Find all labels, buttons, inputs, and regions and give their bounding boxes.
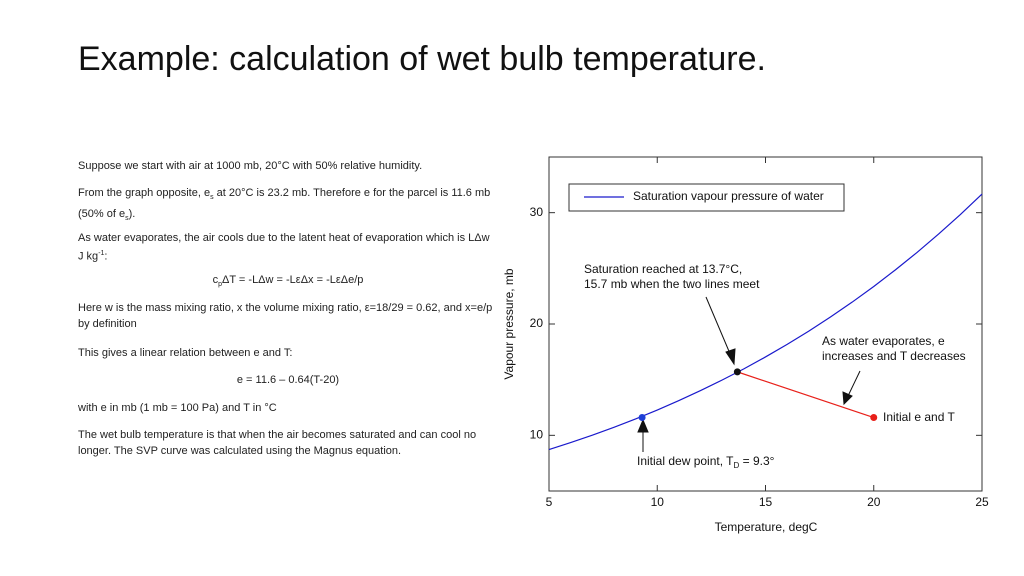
arrow [847,370,861,397]
text-run: The wet bulb temperature is that when th… [78,429,477,457]
y-axis-label: Vapour pressure, mb [502,268,516,379]
paragraph: cpΔT = -LΔw = -LεΔx = -LεΔe/p [78,272,498,293]
arrow-head [725,348,736,366]
series-line [548,193,983,451]
text-run: From the graph opposite, e [78,187,211,199]
arrows [637,296,861,452]
x-tick-label: 25 [975,495,989,509]
paragraph: The wet bulb temperature is that when th… [78,427,498,459]
y-tick-label: 30 [530,205,544,219]
y-tick-label: 20 [530,316,544,330]
x-tick-label: 5 [546,495,553,509]
arrow-head [637,418,649,433]
text-run: ΔT = -LΔw = -LεΔx = -LεΔe/p [222,274,364,286]
paragraph: Suppose we start with air at 1000 mb, 20… [78,158,498,174]
x-tick-label: 10 [651,495,665,509]
paragraph: From the graph opposite, es at 20°C is 2… [78,185,498,227]
paragraph: As water evaporates, the air cools due t… [78,230,498,265]
text-run: at 20°C is 23.2 mb. Therefore e for the … [78,187,491,221]
annotation-part: Initial dew point, T [637,454,734,468]
annotation-part: = 9.3° [739,454,774,468]
slide-title: Example: calculation of wet bulb tempera… [78,40,766,78]
text-run: ). [128,208,136,221]
text-run: c [212,274,219,286]
annotation-part: D [734,461,740,470]
point [870,414,878,422]
annotation: Initial e and T [883,410,955,424]
text-run: Suppose we start with air at 1000 mb, 20… [78,160,423,172]
x-axis-label: Temperature, degC [715,520,818,534]
annotation: increases and T decreases [822,349,966,363]
subscript: p [218,281,222,289]
text-run: As water evaporates, the air cools due t… [78,232,490,263]
text-run: e = 11.6 – 0.64(T-20) [236,374,340,386]
arrow-head [842,391,853,406]
subscript: s [125,215,129,223]
annotation: Initial dew point, TD = 9.3° [637,454,775,470]
annotation: 15.7 mb when the two lines meet [584,277,760,291]
legend-label: Saturation vapour pressure of water [633,189,824,203]
annotation: Saturation reached at 13.7°C, [584,262,742,276]
y-tick-label: 10 [530,428,544,442]
x-tick-label: 15 [759,495,773,509]
point [638,414,646,422]
x-tick-label: 20 [867,495,881,509]
arrow [705,296,732,357]
subscript: s [210,194,214,202]
series-line [737,371,874,419]
annotation: As water evaporates, e [822,334,945,348]
text-run: Here w is the mass mixing ratio, x the v… [78,302,493,330]
paragraph: This gives a linear relation between e a… [78,345,498,361]
text-run: : [104,250,108,263]
point [733,368,741,376]
paragraph: e = 11.6 – 0.64(T-20) [78,372,498,388]
text-run: This gives a linear relation between e a… [78,347,293,359]
paragraph: with e in mb (1 mb = 100 Pa) and T in °C [78,400,498,416]
paragraph: Here w is the mass mixing ratio, x the v… [78,300,498,332]
text-run: with e in mb (1 mb = 100 Pa) and T in °C [78,402,277,414]
superscript: -1 [98,250,105,257]
